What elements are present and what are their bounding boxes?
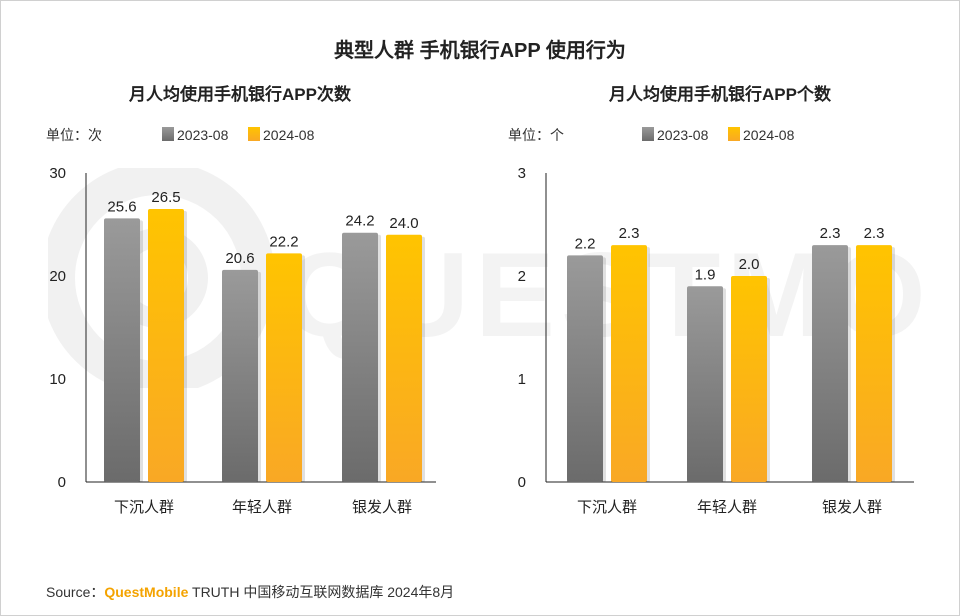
bar-2024-08-下沉人群	[148, 209, 184, 483]
data-label: 2.3	[864, 225, 885, 242]
data-label: 2.0	[739, 256, 760, 273]
chart-title: 月人均使用手机银行APP次数	[128, 84, 352, 104]
source-brand: QuestMobile	[104, 584, 189, 600]
data-label: 25.6	[107, 198, 136, 215]
bar-2024-08-银发人群	[386, 234, 422, 482]
legend-swatch-2024-08	[248, 127, 260, 141]
unit-label: 单位：个	[508, 127, 564, 143]
bar-2023-08-下沉人群	[567, 255, 603, 482]
x-tick-label: 银发人群	[352, 499, 412, 516]
x-tick-label: 年轻人群	[232, 499, 292, 516]
data-label: 24.0	[389, 215, 418, 232]
y-tick-label: 0	[58, 474, 66, 491]
source-rest: TRUTH 中国移动互联网数据库 2024年8月	[188, 584, 455, 600]
bar-2024-08-年轻人群	[731, 276, 767, 482]
main-title: 典型人群 手机银行APP 使用行为	[334, 40, 626, 62]
bar-2023-08-下沉人群	[104, 218, 140, 482]
bar-2024-08-银发人群	[856, 245, 892, 482]
legend-swatch-2024-08	[728, 127, 740, 141]
x-tick-label: 下沉人群	[114, 499, 174, 516]
bar-2023-08-年轻人群	[222, 269, 258, 482]
chart-title: 月人均使用手机银行APP个数	[608, 84, 832, 104]
data-label: 20.6	[225, 250, 254, 267]
bar-2024-08-下沉人群	[611, 245, 647, 482]
legend-swatch-2023-08	[642, 127, 654, 141]
data-label: 2.3	[820, 225, 841, 242]
unit-label: 单位：次	[46, 127, 102, 143]
x-tick-label: 年轻人群	[697, 499, 757, 516]
x-tick-label: 银发人群	[822, 499, 882, 516]
legend-label-2024-08: 2024-08	[263, 127, 315, 143]
legend-label-2024-08: 2024-08	[743, 127, 795, 143]
bar-2023-08-年轻人群	[687, 286, 723, 482]
data-label: 1.9	[695, 266, 716, 283]
bar-2024-08-年轻人群	[266, 253, 302, 482]
legend-label-2023-08: 2023-08	[177, 127, 229, 143]
data-label: 2.2	[575, 235, 596, 252]
data-label: 22.2	[269, 233, 298, 250]
y-tick-label: 0	[518, 474, 526, 491]
bar-2023-08-银发人群	[342, 232, 378, 482]
data-label: 26.5	[151, 189, 180, 206]
x-tick-label: 下沉人群	[577, 499, 637, 516]
y-tick-label: 20	[49, 268, 66, 285]
y-tick-label: 30	[49, 165, 66, 182]
y-tick-label: 1	[518, 371, 526, 388]
bar-2023-08-银发人群	[812, 245, 848, 482]
source-prefix: Source：	[46, 584, 105, 600]
legend-swatch-2023-08	[162, 127, 174, 141]
data-label: 24.2	[345, 213, 374, 230]
y-tick-label: 10	[49, 371, 66, 388]
source-note: Source：QuestMobile TRUTH 中国移动互联网数据库 2024…	[46, 582, 454, 602]
y-tick-label: 3	[518, 165, 526, 182]
data-label: 2.3	[619, 225, 640, 242]
legend-label-2023-08: 2023-08	[657, 127, 709, 143]
y-tick-label: 2	[518, 268, 526, 285]
